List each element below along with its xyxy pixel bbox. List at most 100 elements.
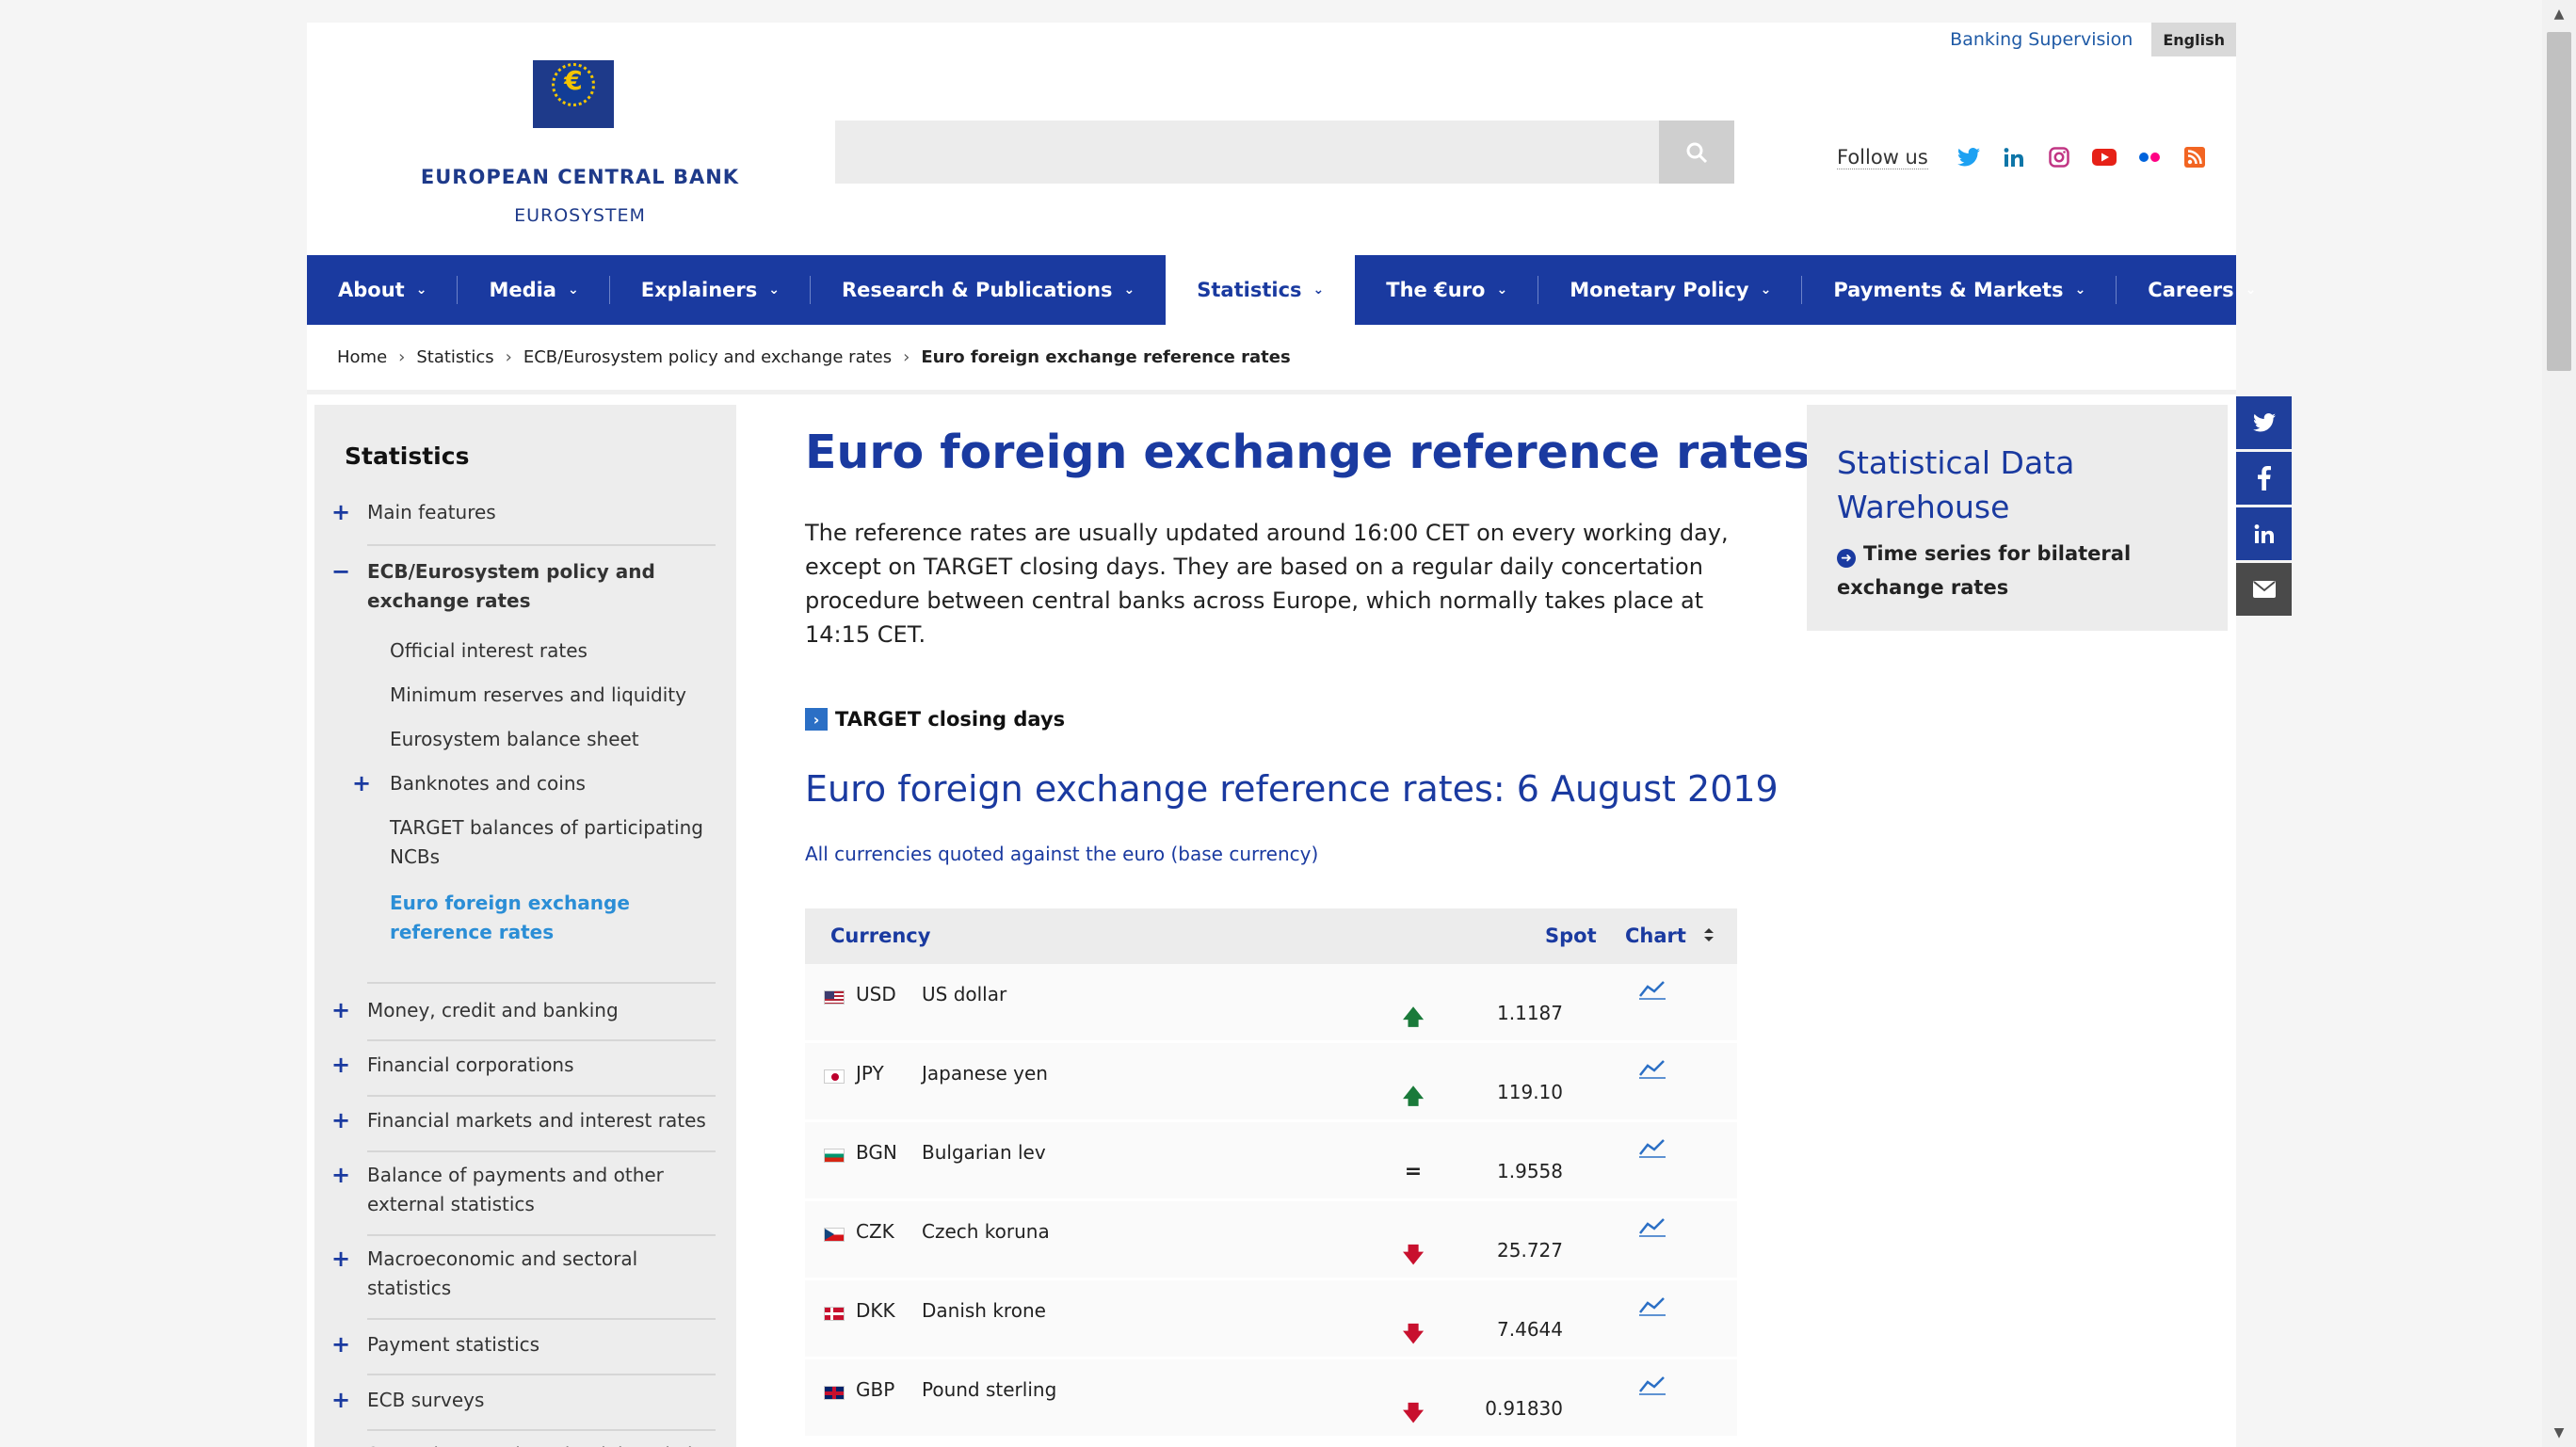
sort-icon[interactable]: [1703, 924, 1715, 947]
scrollbar-thumb[interactable]: [2547, 32, 2571, 371]
logo-name: EUROPEAN CENTRAL BANK: [420, 166, 740, 188]
sidebar-title: Statistics: [345, 442, 470, 470]
plus-icon[interactable]: +: [331, 499, 351, 525]
nav-about[interactable]: About ⌄: [307, 255, 459, 325]
logo-subtitle: EUROSYSTEM: [514, 205, 646, 226]
ecb-emblem-icon: €: [533, 60, 614, 128]
nav-monetary-policy[interactable]: Monetary Policy ⌄: [1538, 255, 1803, 325]
quoted-note: All currencies quoted against the euro (…: [805, 843, 1319, 865]
breadcrumb-current: Euro foreign exchange reference rates: [921, 347, 1291, 367]
currency-code: JPY: [856, 1062, 884, 1085]
currency-name: US dollar: [922, 983, 1007, 1005]
sdw-link[interactable]: ➜ Time series for bilateral exchange rate…: [1837, 542, 2132, 599]
plus-icon[interactable]: +: [331, 1052, 351, 1078]
chart-icon[interactable]: [1638, 1375, 1666, 1395]
target-closing-days-link[interactable]: › TARGET closing days: [805, 708, 1065, 731]
follow-us: Follow us: [1837, 145, 2228, 169]
currency-name: Bulgarian lev: [922, 1141, 1046, 1164]
flag-gb-icon: [824, 1386, 845, 1400]
search-button[interactable]: [1659, 121, 1734, 184]
banking-supervision-link[interactable]: Banking Supervision: [1950, 29, 2133, 50]
plus-icon[interactable]: +: [331, 1440, 350, 1447]
currency-code: BGN: [856, 1141, 897, 1164]
chevron-down-icon: ⌄: [1760, 282, 1772, 297]
flag-jp-icon: [824, 1069, 845, 1084]
nav-careers[interactable]: Careers ⌄: [2148, 279, 2257, 301]
table-row: USD US dollar 🡅 1.1187: [805, 964, 1737, 1043]
share-mail-icon[interactable]: [2236, 563, 2292, 616]
nav-explainers[interactable]: Explainers ⌄: [610, 255, 812, 325]
chart-icon[interactable]: [1638, 1058, 1666, 1079]
currency-name: Danish krone: [922, 1299, 1046, 1322]
chevron-down-icon: ⌄: [415, 282, 427, 297]
spot-value: 1.9558: [1497, 1160, 1563, 1182]
plus-icon[interactable]: +: [331, 1162, 351, 1188]
share-bar: [2236, 396, 2292, 619]
breadcrumb-home[interactable]: Home: [337, 347, 388, 367]
breadcrumb-policy[interactable]: ECB/Eurosystem policy and exchange rates: [523, 347, 893, 367]
sidebar: Statistics + Main features − ECB/Eurosys…: [314, 405, 736, 1447]
trend-up-icon: 🡅: [1402, 1006, 1425, 1030]
chevron-right-icon: ›: [398, 347, 406, 367]
nav-research-publications[interactable]: Research & Publications ⌄: [842, 279, 1135, 301]
chart-icon[interactable]: [1638, 1137, 1666, 1158]
plus-icon[interactable]: +: [352, 770, 372, 796]
header-spot[interactable]: Spot: [1545, 924, 1597, 947]
chevron-down-icon: ⌄: [2245, 282, 2257, 297]
divider: [307, 390, 2236, 394]
scroll-down-icon[interactable]: ▼: [2553, 1425, 2565, 1440]
rates-table: Currency Spot Chart USD US dollar 🡅 1.11…: [805, 908, 1737, 1439]
plus-icon[interactable]: +: [331, 1331, 351, 1358]
scrollbar[interactable]: ▲ ▼: [2542, 0, 2576, 1447]
minus-icon[interactable]: −: [331, 558, 351, 585]
share-linkedin-icon[interactable]: [2236, 507, 2292, 560]
chart-icon[interactable]: [1638, 1216, 1666, 1237]
chevron-down-icon: ⌄: [1123, 282, 1135, 297]
search-bar: [835, 121, 1734, 184]
table-row: JPY Japanese yen 🡅 119.10: [805, 1043, 1737, 1122]
share-twitter-icon[interactable]: [2236, 396, 2292, 449]
search-icon: [1686, 142, 1708, 163]
plus-icon[interactable]: +: [331, 1107, 351, 1133]
language-selector[interactable]: English: [2151, 23, 2236, 56]
twitter-icon[interactable]: [1956, 145, 1981, 169]
nav-statistics[interactable]: Statistics ⌄: [1166, 255, 1356, 325]
nav-the-euro[interactable]: The €uro ⌄: [1355, 255, 1539, 325]
page-title: Euro foreign exchange reference rates: [805, 426, 1811, 479]
table-row: DKK Danish krone 🡇 7.4644: [805, 1280, 1737, 1359]
breadcrumb-statistics[interactable]: Statistics: [416, 347, 494, 367]
scroll-up-icon[interactable]: ▲: [2553, 7, 2565, 22]
spot-value: 25.727: [1497, 1239, 1563, 1262]
linkedin-icon[interactable]: [2002, 145, 2026, 169]
chevron-right-icon: ›: [903, 347, 910, 367]
nav-payments-markets[interactable]: Payments & Markets ⌄: [1802, 255, 2117, 325]
plus-icon[interactable]: +: [331, 1387, 351, 1413]
header-currency[interactable]: Currency: [830, 924, 931, 947]
chevron-down-icon: ⌄: [1496, 282, 1508, 297]
plus-icon[interactable]: +: [331, 997, 351, 1023]
spot-value: 7.4644: [1497, 1318, 1563, 1341]
share-facebook-icon[interactable]: [2236, 452, 2292, 505]
plus-icon[interactable]: +: [331, 1246, 351, 1272]
nav-media[interactable]: Media ⌄: [458, 255, 611, 325]
table-row: CZK Czech koruna 🡇 25.727: [805, 1201, 1737, 1280]
chart-icon[interactable]: [1638, 979, 1666, 1000]
currency-name: Czech koruna: [922, 1220, 1050, 1243]
currency-code: DKK: [856, 1299, 895, 1322]
spot-value: 1.1187: [1497, 1002, 1563, 1024]
chart-icon[interactable]: [1638, 1295, 1666, 1316]
rates-subtitle: Euro foreign exchange reference rates: 6…: [805, 768, 1779, 810]
search-input[interactable]: [835, 121, 1698, 184]
ecb-logo[interactable]: € EUROPEAN CENTRAL BANK EUROSYSTEM: [411, 60, 749, 230]
youtube-icon[interactable]: [2091, 145, 2117, 169]
flag-dk-icon: [824, 1307, 845, 1321]
follow-us-label: Follow us: [1837, 145, 1928, 169]
link-icon: ➜: [1837, 549, 1856, 568]
flickr-icon[interactable]: [2137, 145, 2162, 169]
trend-up-icon: 🡅: [1402, 1085, 1425, 1109]
rss-icon[interactable]: [2182, 145, 2207, 169]
sdw-title[interactable]: Statistical Data Warehouse: [1837, 444, 2075, 525]
instagram-icon[interactable]: [2047, 145, 2071, 169]
flag-bg-icon: [824, 1149, 845, 1163]
chevron-right-icon: ›: [505, 347, 512, 367]
